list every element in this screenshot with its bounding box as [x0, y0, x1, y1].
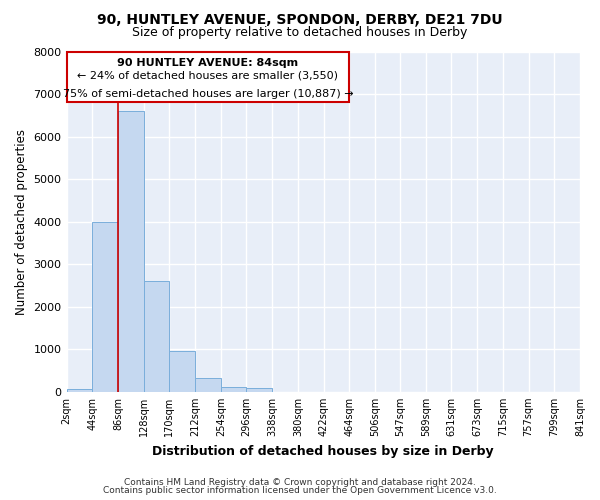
Bar [143, 281, 169, 392]
Bar [92, 222, 118, 392]
X-axis label: Distribution of detached houses by size in Derby: Distribution of detached houses by size … [152, 444, 494, 458]
Bar [221, 386, 247, 392]
Text: Size of property relative to detached houses in Derby: Size of property relative to detached ho… [133, 26, 467, 39]
Text: Contains HM Land Registry data © Crown copyright and database right 2024.: Contains HM Land Registry data © Crown c… [124, 478, 476, 487]
Text: 90 HUNTLEY AVENUE: 84sqm: 90 HUNTLEY AVENUE: 84sqm [118, 58, 298, 68]
Bar [67, 390, 92, 392]
Bar [195, 378, 221, 392]
Bar [67, 52, 349, 102]
Text: 90, HUNTLEY AVENUE, SPONDON, DERBY, DE21 7DU: 90, HUNTLEY AVENUE, SPONDON, DERBY, DE21… [97, 12, 503, 26]
Bar [118, 111, 143, 392]
Text: ← 24% of detached houses are smaller (3,550): ← 24% of detached houses are smaller (3,… [77, 70, 338, 81]
Text: Contains public sector information licensed under the Open Government Licence v3: Contains public sector information licen… [103, 486, 497, 495]
Y-axis label: Number of detached properties: Number of detached properties [15, 128, 28, 314]
Bar [169, 352, 195, 392]
Text: 75% of semi-detached houses are larger (10,887) →: 75% of semi-detached houses are larger (… [62, 89, 353, 99]
Bar [247, 388, 272, 392]
